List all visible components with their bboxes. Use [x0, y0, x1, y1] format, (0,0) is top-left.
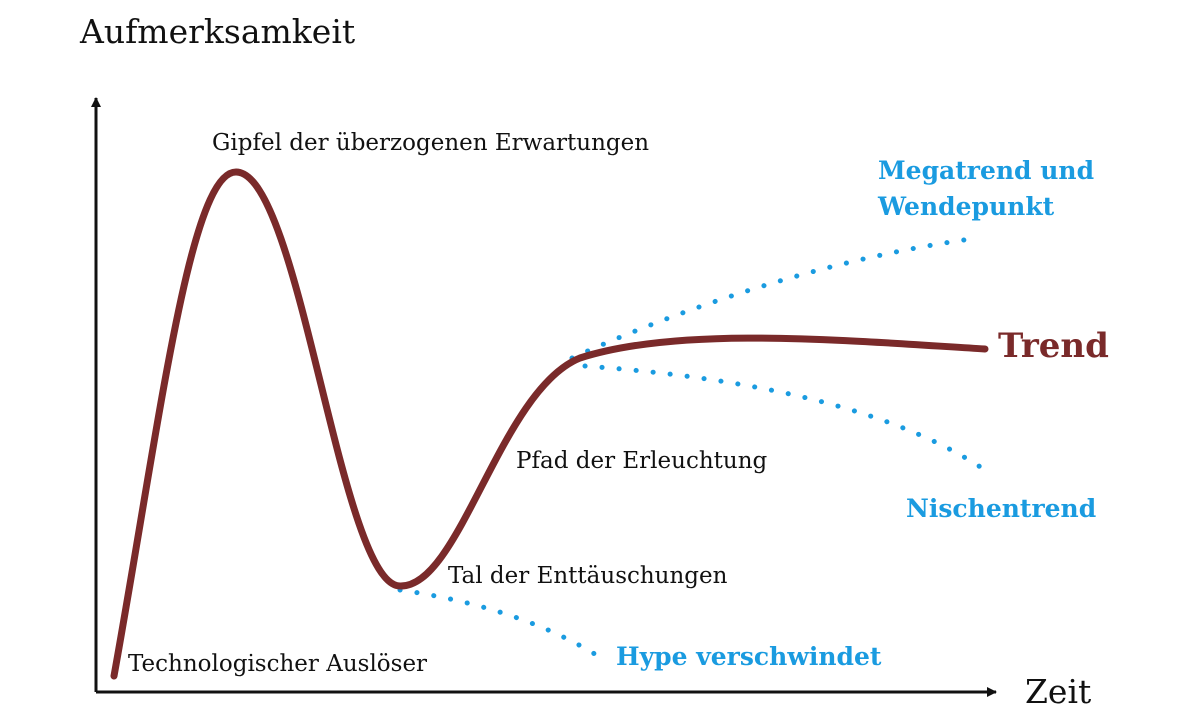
trend-label: Trend [998, 326, 1109, 366]
peak-label: Gipfel der überzogenen Erwartungen [212, 130, 650, 156]
megatrend-dotted-line [569, 237, 967, 361]
megatrend-label-line1: Megatrend und [878, 156, 1095, 185]
hype-fade-dotted-line [397, 587, 601, 659]
trough-label: Tal der Enttäuschungen [448, 563, 728, 589]
megatrend-label-line2: Wendepunkt [878, 192, 1055, 221]
trigger-label: Technologischer Auslöser [128, 651, 428, 677]
y-axis-label: Aufmerksamkeit [80, 12, 356, 51]
hype-curve [110, 168, 989, 680]
slope-label: Pfad der Erleuchtung [516, 448, 768, 474]
x-axis-label: Zeit [1025, 672, 1092, 711]
niche-label: Nischentrend [906, 494, 1097, 523]
hype-gone-label: Hype verschwindet [616, 642, 882, 671]
